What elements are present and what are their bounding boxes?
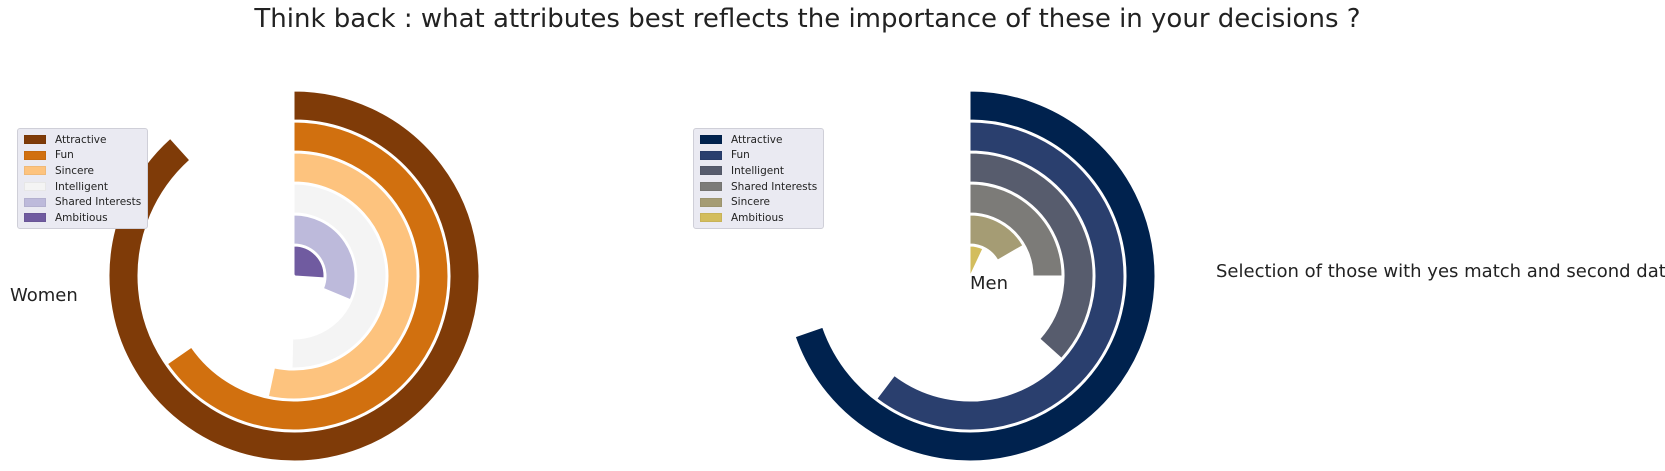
legend-swatch — [700, 150, 722, 160]
bar-men-sincere — [969, 214, 1024, 261]
legend-item-attractive: Attractive — [700, 132, 817, 148]
legend-label: Ambitious — [731, 211, 784, 224]
bar-women-ambitious — [293, 245, 325, 279]
legend-item-shared-interests: Shared Interests — [24, 194, 141, 210]
legend-label: Sincere — [55, 164, 95, 177]
bar-men-ambitious — [969, 245, 984, 276]
legend-swatch — [24, 213, 46, 223]
radial-chart-women — [108, 90, 480, 462]
legend-swatch — [24, 182, 46, 192]
legend-label: Intelligent — [731, 164, 784, 177]
bar-men-fun — [876, 121, 1125, 431]
legend-swatch — [24, 135, 46, 145]
legend-item-intelligent: Intelligent — [700, 163, 817, 179]
legend-label: Attractive — [731, 133, 783, 146]
legend-swatch — [700, 182, 722, 192]
legend-label: Sincere — [731, 196, 771, 209]
legend-women: Attractive Fun Sincere Intelligent Shared In… — [17, 128, 149, 229]
legend-label: Shared Interests — [731, 180, 818, 193]
chart-label-women: Women — [10, 285, 78, 306]
legend-swatch — [24, 166, 46, 176]
chart-title: Think back : what attributes best reflec… — [254, 4, 1361, 34]
legend-swatch — [24, 150, 46, 160]
legend-item-shared-interests: Shared Interests — [700, 179, 817, 195]
legend-item-fun: Fun — [700, 148, 817, 164]
bar-women-sincere — [267, 152, 418, 400]
bar-women-fun — [166, 121, 449, 431]
legend-item-intelligent: Intelligent — [24, 179, 141, 195]
radial-chart-men — [794, 90, 1156, 462]
legend-item-sincere: Sincere — [700, 194, 817, 210]
legend-swatch — [700, 166, 722, 176]
bar-men-intelligent — [969, 152, 1094, 360]
bar-men-attractive — [794, 90, 1156, 462]
legend-swatch — [700, 213, 722, 223]
legend-swatch — [700, 197, 722, 207]
legend-swatch — [700, 135, 722, 145]
legend-label: Attractive — [55, 133, 107, 146]
legend-men: Attractive Fun Intelligent Shared Interests… — [693, 128, 825, 229]
side-note: Selection of those with yes match and se… — [1216, 261, 1665, 282]
legend-item-fun: Fun — [24, 148, 141, 164]
legend-swatch — [24, 197, 46, 207]
legend-item-sincere: Sincere — [24, 163, 141, 179]
legend-label: Fun — [731, 149, 750, 162]
legend-label: Fun — [55, 149, 74, 162]
bar-women-shared-interests — [293, 214, 356, 301]
bar-women-intelligent — [291, 183, 387, 369]
bar-men-shared-interests — [969, 183, 1063, 277]
legend-label: Intelligent — [55, 180, 108, 193]
legend-item-ambitious: Ambitious — [700, 210, 817, 226]
chart-label-men: Men — [970, 273, 1009, 294]
bar-women-attractive — [108, 90, 480, 462]
legend-label: Ambitious — [55, 211, 108, 224]
legend-item-attractive: Attractive — [24, 132, 141, 148]
legend-label: Shared Interests — [55, 196, 142, 209]
legend-item-ambitious: Ambitious — [24, 210, 141, 226]
